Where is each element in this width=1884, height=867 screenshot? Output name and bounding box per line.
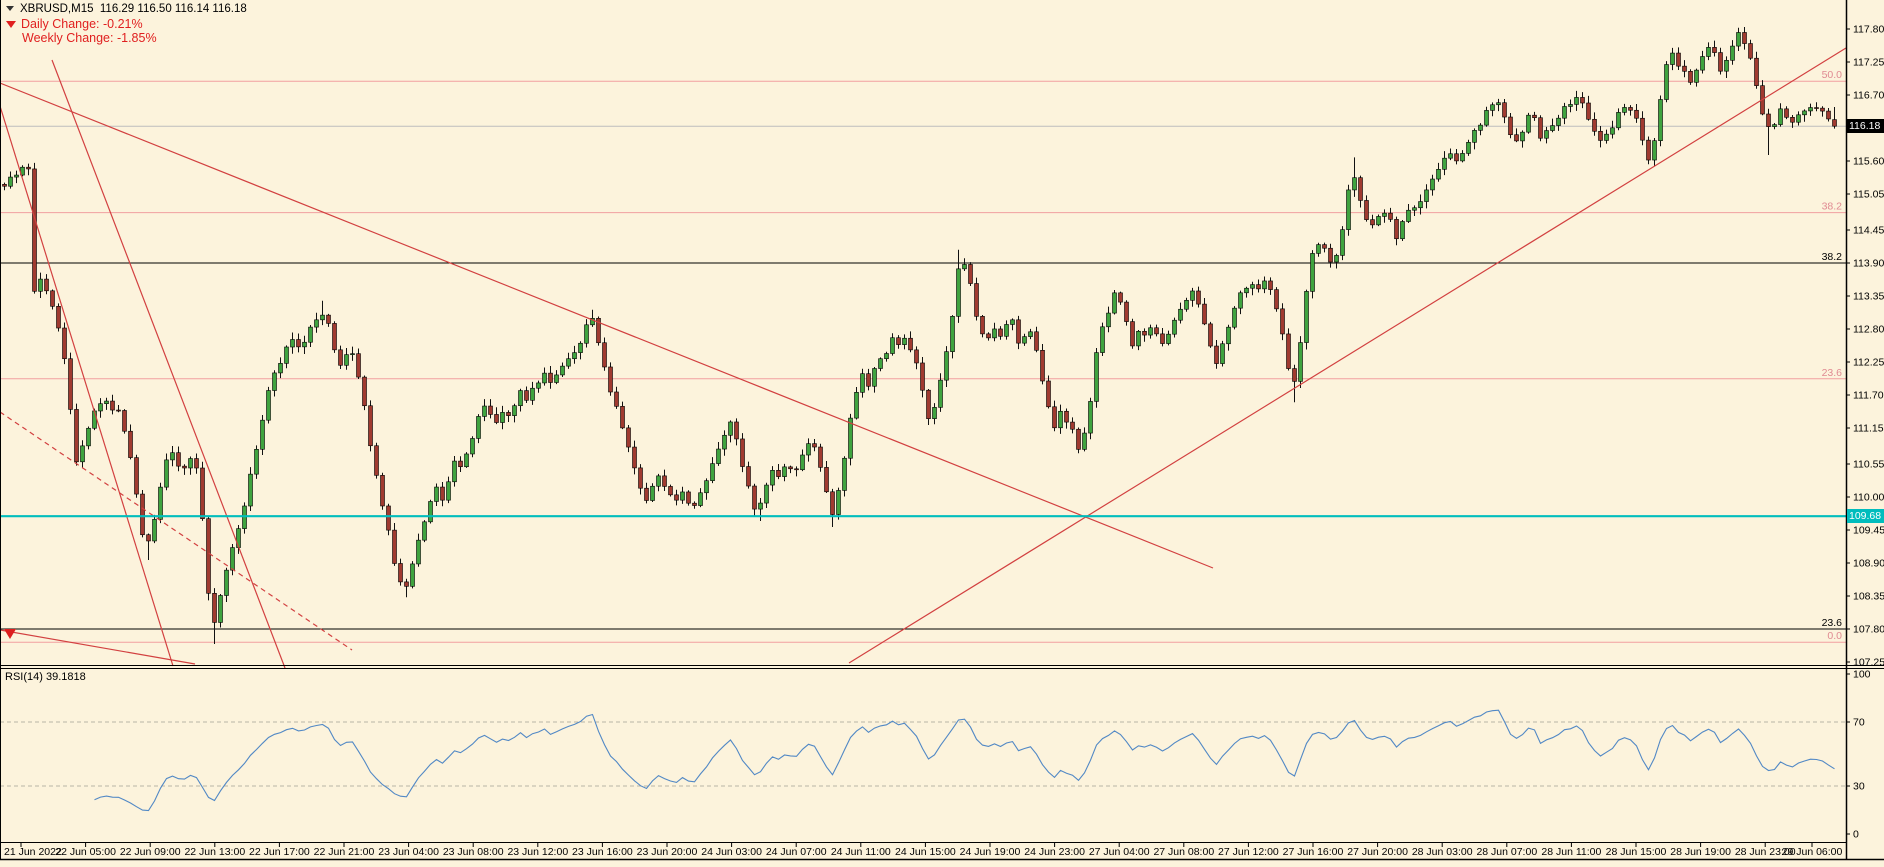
svg-text:22 Jun 17:00: 22 Jun 17:00 [249,846,310,858]
svg-text:24 Jun 15:00: 24 Jun 15:00 [895,846,956,858]
svg-text:23 Jun 20:00: 23 Jun 20:00 [637,846,698,858]
svg-text:112.80: 112.80 [1853,324,1884,336]
svg-text:22 Jun 05:00: 22 Jun 05:00 [55,846,116,858]
dashed-downtrend[interactable] [0,411,353,651]
svg-text:22 Jun 13:00: 22 Jun 13:00 [184,846,245,858]
ascending-support[interactable] [848,47,1847,664]
svg-text:117.80: 117.80 [1853,24,1884,36]
svg-text:113.90: 113.90 [1853,258,1884,270]
svg-text:23 Jun 04:00: 23 Jun 04:00 [378,846,439,858]
svg-text:28 Jun 23:00: 28 Jun 23:00 [1735,846,1796,858]
svg-text:27 Jun 16:00: 27 Jun 16:00 [1283,846,1344,858]
svg-text:28 Jun 15:00: 28 Jun 15:00 [1606,846,1667,858]
svg-text:24 Jun 23:00: 24 Jun 23:00 [1024,846,1085,858]
symbol-dropdown-icon[interactable] [6,6,14,12]
svg-text:23.6: 23.6 [1822,367,1843,379]
svg-text:23 Jun 08:00: 23 Jun 08:00 [443,846,504,858]
rsi-line [94,709,1835,812]
svg-text:107.25: 107.25 [1853,657,1884,669]
steep-downtrend-1[interactable] [0,105,174,667]
svg-text:29 Jun 06:00: 29 Jun 06:00 [1782,846,1843,858]
svg-text:50.0: 50.0 [1822,69,1843,81]
svg-text:110.55: 110.55 [1853,459,1884,471]
svg-text:107.80: 107.80 [1853,624,1884,636]
svg-text:38.2: 38.2 [1822,251,1843,263]
svg-text:115.60: 115.60 [1853,156,1884,168]
svg-text:24 Jun 11:00: 24 Jun 11:00 [831,846,891,858]
down-arrow-icon [6,21,16,29]
svg-text:22 Jun 21:00: 22 Jun 21:00 [314,846,375,858]
svg-text:111.15: 111.15 [1853,423,1884,435]
svg-text:108.35: 108.35 [1853,591,1884,603]
svg-text:111.70: 111.70 [1853,390,1884,402]
svg-text:114.45: 114.45 [1853,225,1884,237]
current-price-badge: 116.18 [1847,119,1884,133]
steep-downtrend-2[interactable] [51,59,286,669]
svg-text:0: 0 [1853,829,1859,841]
svg-text:110.00: 110.00 [1853,492,1884,504]
svg-text:113.35: 113.35 [1853,291,1884,303]
svg-text:70: 70 [1853,717,1865,729]
svg-text:27 Jun 04:00: 27 Jun 04:00 [1089,846,1150,858]
svg-text:27 Jun 12:00: 27 Jun 12:00 [1218,846,1279,858]
svg-text:24 Jun 03:00: 24 Jun 03:00 [701,846,762,858]
svg-text:108.90: 108.90 [1853,558,1884,570]
svg-text:112.25: 112.25 [1853,357,1884,369]
svg-text:109.45: 109.45 [1853,525,1884,537]
svg-text:22 Jun 09:00: 22 Jun 09:00 [120,846,181,858]
candlesticks[interactable] [2,27,1837,644]
svg-text:23.6: 23.6 [1822,617,1843,629]
svg-text:116.70: 116.70 [1853,90,1884,102]
svg-text:115.05: 115.05 [1853,189,1884,201]
svg-text:100: 100 [1853,669,1871,681]
svg-text:28 Jun 03:00: 28 Jun 03:00 [1412,846,1473,858]
alert-price-badge: 109.68 [1847,509,1884,523]
svg-text:0.0: 0.0 [1827,630,1842,642]
symbol-ohlc-line[interactable]: XBRUSD,M15 116.29 116.50 116.14 116.18 [6,3,247,15]
svg-text:117.25: 117.25 [1853,57,1884,69]
symbol-ohlc-text: XBRUSD,M15 116.29 116.50 116.14 116.18 [20,3,247,15]
rsi-panel[interactable] [0,709,1846,812]
daily-change-label: Daily Change: -0.21% [6,17,143,31]
svg-text:28 Jun 11:00: 28 Jun 11:00 [1541,846,1601,858]
svg-text:27 Jun 20:00: 27 Jun 20:00 [1347,846,1408,858]
svg-text:23 Jun 12:00: 23 Jun 12:00 [507,846,568,858]
svg-text:21 Jun 2022: 21 Jun 2022 [4,846,62,858]
svg-text:28 Jun 07:00: 28 Jun 07:00 [1476,846,1537,858]
svg-text:24 Jun 19:00: 24 Jun 19:00 [960,846,1021,858]
corner-trendline[interactable] [0,629,196,665]
svg-text:24 Jun 07:00: 24 Jun 07:00 [766,846,827,858]
svg-text:27 Jun 08:00: 27 Jun 08:00 [1153,846,1214,858]
long-downtrend[interactable] [0,82,1214,569]
trend-lines[interactable] [0,47,1847,669]
sell-arrow-marker[interactable] [4,629,16,639]
weekly-change-label: Weekly Change: -1.85% [22,31,157,45]
price-axis[interactable]: 117.80 117.25 116.70 115.60 115.05 114.45 113.… [1846,24,1884,841]
fibonacci-levels[interactable]: 50.038.223.60.038.223.6 [0,69,1846,643]
svg-text:28 Jun 19:00: 28 Jun 19:00 [1670,846,1731,858]
svg-text:30: 30 [1853,781,1865,793]
rsi-indicator-label: RSI(14) 39.1818 [5,671,86,683]
svg-text:38.2: 38.2 [1822,201,1843,213]
svg-text:23 Jun 16:00: 23 Jun 16:00 [572,846,633,858]
